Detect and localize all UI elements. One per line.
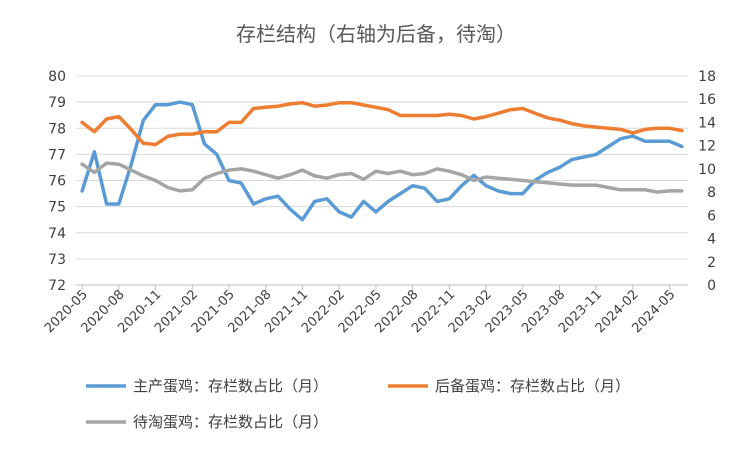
right-tick-label: 0 <box>707 278 716 294</box>
right-tick-label: 8 <box>707 185 716 201</box>
legend: 主产蛋鸡：存栏数占比（月） 后备蛋鸡：存栏数占比（月） 待淘蛋鸡：存栏数占比（月） <box>86 377 630 431</box>
left-tick-label: 72 <box>48 278 66 294</box>
series-line <box>80 100 684 222</box>
legend-label: 主产蛋鸡：存栏数占比（月） <box>133 377 328 395</box>
left-tick-label: 76 <box>48 174 66 190</box>
right-tick-label: 18 <box>698 69 716 85</box>
left-axis: 72 73 74 75 76 77 78 79 80 <box>48 69 66 294</box>
right-axis: 0 2 4 6 8 10 12 14 16 18 <box>698 69 716 294</box>
left-tick-label: 77 <box>48 147 66 163</box>
series-lines <box>80 100 684 222</box>
legend-label: 后备蛋鸡：存栏数占比（月） <box>435 377 630 395</box>
right-tick-label: 2 <box>707 255 716 271</box>
left-tick-label: 78 <box>48 121 66 137</box>
left-tick-label: 75 <box>48 200 66 216</box>
legend-label: 待淘蛋鸡：存栏数占比（月） <box>133 413 328 431</box>
right-tick-label: 4 <box>707 232 716 248</box>
chart-title: 存栏结构（右轴为后备，待淘） <box>236 22 516 46</box>
left-tick-label: 73 <box>48 252 66 268</box>
gridlines <box>76 75 688 286</box>
series-line <box>80 100 684 147</box>
right-tick-label: 16 <box>698 92 716 108</box>
right-tick-label: 12 <box>698 139 716 155</box>
right-tick-label: 10 <box>698 162 716 178</box>
left-tick-label: 79 <box>48 95 66 111</box>
right-tick-label: 6 <box>707 208 716 224</box>
right-tick-label: 14 <box>698 115 716 131</box>
left-tick-label: 74 <box>48 226 66 242</box>
x-axis: 2020-052020-082020-112021-022021-052021-… <box>42 284 688 336</box>
series-line <box>80 161 684 194</box>
left-tick-label: 80 <box>48 69 66 85</box>
